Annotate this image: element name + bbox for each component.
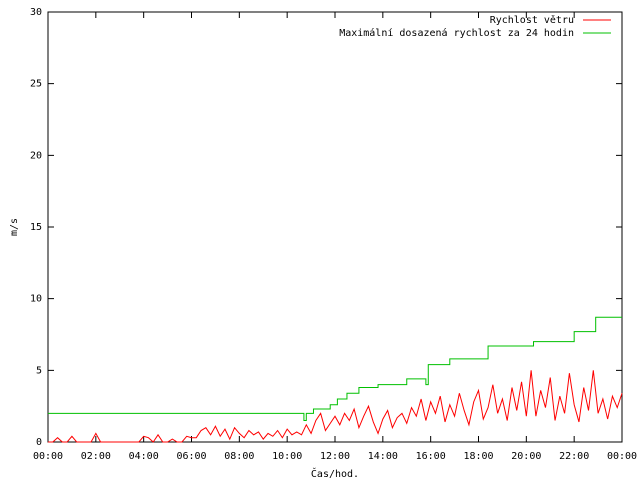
plot-frame	[47, 11, 623, 443]
x-tick-label: 02:00	[81, 451, 111, 462]
x-tick-label: 22:00	[559, 451, 589, 462]
x-tick-label: 00:00	[607, 451, 637, 462]
y-tick-label: 30	[30, 7, 42, 18]
legend-label: Rychlost větru	[490, 14, 574, 26]
x-tick-label: 06:00	[176, 451, 206, 462]
legend-label: Maximální dosazená rychlost za 24 hodin	[339, 27, 574, 39]
y-tick-label: 25	[30, 79, 42, 90]
y-tick-label: 0	[36, 437, 42, 448]
x-tick-label: 16:00	[416, 451, 446, 462]
x-tick-label: 18:00	[463, 451, 493, 462]
series-line	[48, 370, 623, 443]
y-tick-label: 10	[30, 294, 42, 305]
y-tick-label: 15	[30, 222, 42, 233]
x-tick-label: 12:00	[320, 451, 350, 462]
y-axis-label: m/s	[9, 218, 20, 236]
x-tick-label: 00:00	[33, 451, 63, 462]
x-tick-label: 04:00	[129, 451, 159, 462]
x-tick-label: 08:00	[224, 451, 254, 462]
x-tick-label: 20:00	[511, 451, 541, 462]
x-axis-label: Čas/hod.	[311, 467, 359, 480]
x-tick-label: 10:00	[272, 451, 302, 462]
series-line	[48, 316, 622, 421]
y-tick-label: 20	[30, 150, 42, 161]
x-tick-label: 14:00	[368, 451, 398, 462]
y-tick-label: 5	[36, 365, 42, 376]
